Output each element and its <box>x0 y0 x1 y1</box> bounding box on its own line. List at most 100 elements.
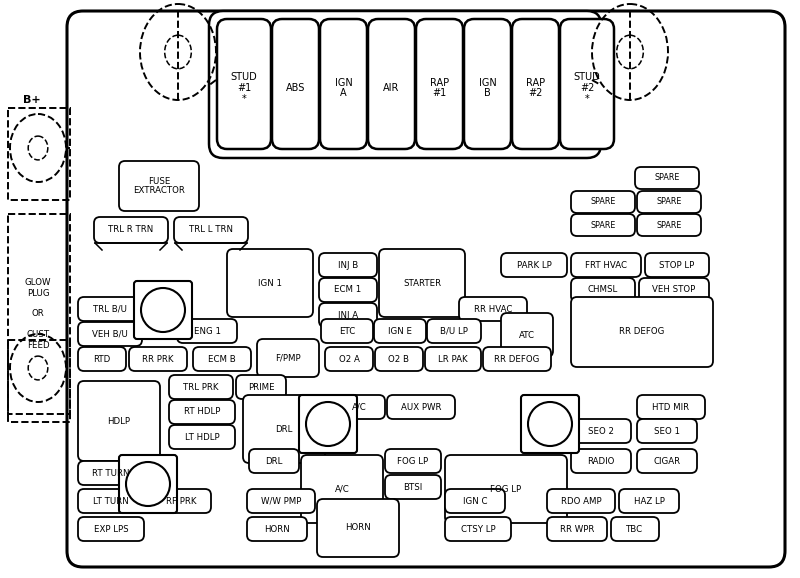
Text: RR WPR: RR WPR <box>560 524 594 533</box>
FancyBboxPatch shape <box>571 297 713 367</box>
Bar <box>8 108 70 200</box>
Text: LT TURN: LT TURN <box>93 497 129 506</box>
Text: SEO 1: SEO 1 <box>654 427 680 435</box>
FancyBboxPatch shape <box>319 303 377 327</box>
FancyBboxPatch shape <box>78 322 142 346</box>
FancyBboxPatch shape <box>151 489 211 513</box>
Text: CIGAR: CIGAR <box>654 457 681 465</box>
FancyBboxPatch shape <box>227 249 313 317</box>
FancyBboxPatch shape <box>257 339 319 377</box>
FancyBboxPatch shape <box>445 455 567 523</box>
Text: RDO AMP: RDO AMP <box>561 497 602 506</box>
FancyBboxPatch shape <box>637 214 701 236</box>
FancyBboxPatch shape <box>645 253 709 277</box>
FancyBboxPatch shape <box>416 19 463 149</box>
FancyBboxPatch shape <box>571 214 635 236</box>
FancyBboxPatch shape <box>320 19 367 149</box>
Text: INJ A: INJ A <box>338 310 358 320</box>
FancyBboxPatch shape <box>571 191 635 213</box>
Text: STUD
#2
*: STUD #2 * <box>574 72 600 104</box>
FancyBboxPatch shape <box>521 395 579 453</box>
Text: LR PAK: LR PAK <box>438 354 468 364</box>
Text: FRT HVAC: FRT HVAC <box>585 261 627 269</box>
FancyBboxPatch shape <box>571 449 631 473</box>
FancyBboxPatch shape <box>427 319 481 343</box>
Text: RR PRK: RR PRK <box>142 354 174 364</box>
Text: W/W PMP: W/W PMP <box>261 497 301 506</box>
FancyBboxPatch shape <box>169 400 235 424</box>
Text: F/PMP: F/PMP <box>275 354 301 362</box>
FancyBboxPatch shape <box>385 449 441 473</box>
FancyBboxPatch shape <box>319 253 377 277</box>
Text: B+: B+ <box>23 95 41 105</box>
FancyBboxPatch shape <box>464 19 511 149</box>
Text: STUD
#1
*: STUD #1 * <box>230 72 258 104</box>
FancyBboxPatch shape <box>635 167 699 189</box>
FancyBboxPatch shape <box>637 419 697 443</box>
FancyBboxPatch shape <box>317 499 399 557</box>
FancyBboxPatch shape <box>445 489 505 513</box>
Text: SPARE: SPARE <box>654 173 680 183</box>
FancyBboxPatch shape <box>193 347 251 371</box>
FancyBboxPatch shape <box>169 425 235 449</box>
FancyBboxPatch shape <box>299 395 357 453</box>
FancyBboxPatch shape <box>134 281 192 339</box>
Bar <box>8 340 70 422</box>
Text: INJ B: INJ B <box>338 261 358 269</box>
FancyBboxPatch shape <box>217 19 271 149</box>
Text: HORN: HORN <box>345 524 371 532</box>
FancyBboxPatch shape <box>272 19 319 149</box>
Text: HORN: HORN <box>264 524 290 533</box>
Text: TRL L TRN: TRL L TRN <box>189 225 233 235</box>
FancyBboxPatch shape <box>445 517 511 541</box>
Text: A/C: A/C <box>352 402 366 412</box>
FancyBboxPatch shape <box>639 278 709 302</box>
Text: O2 A: O2 A <box>338 354 359 364</box>
Text: FOG LP: FOG LP <box>490 484 522 494</box>
Text: SEO 2: SEO 2 <box>588 427 614 435</box>
Text: AIR: AIR <box>383 83 400 93</box>
FancyBboxPatch shape <box>333 395 385 419</box>
FancyBboxPatch shape <box>243 395 325 463</box>
Text: HDLP: HDLP <box>107 417 130 425</box>
Text: ETC: ETC <box>339 327 355 335</box>
Text: EXP LPS: EXP LPS <box>94 524 128 533</box>
FancyBboxPatch shape <box>571 419 631 443</box>
FancyBboxPatch shape <box>78 297 142 321</box>
Text: PARK LP: PARK LP <box>517 261 551 269</box>
FancyBboxPatch shape <box>547 517 607 541</box>
FancyBboxPatch shape <box>177 319 237 343</box>
FancyBboxPatch shape <box>483 347 551 371</box>
FancyBboxPatch shape <box>247 517 307 541</box>
FancyBboxPatch shape <box>321 319 373 343</box>
FancyBboxPatch shape <box>512 19 559 149</box>
FancyBboxPatch shape <box>637 191 701 213</box>
Text: ABS: ABS <box>286 83 305 93</box>
FancyBboxPatch shape <box>78 347 126 371</box>
FancyBboxPatch shape <box>119 161 199 211</box>
FancyBboxPatch shape <box>325 347 373 371</box>
Text: TRL B/U: TRL B/U <box>93 305 127 313</box>
FancyBboxPatch shape <box>174 217 248 243</box>
FancyBboxPatch shape <box>425 347 481 371</box>
Text: STARTER: STARTER <box>403 279 441 287</box>
Text: B/U LP: B/U LP <box>440 327 468 335</box>
FancyBboxPatch shape <box>249 449 299 473</box>
Text: RR DEFOG: RR DEFOG <box>619 328 665 336</box>
Text: TRL PRK: TRL PRK <box>183 383 218 391</box>
Text: A/C: A/C <box>334 484 350 494</box>
FancyBboxPatch shape <box>571 278 635 302</box>
FancyBboxPatch shape <box>78 381 160 461</box>
Text: RR HVAC: RR HVAC <box>474 305 512 313</box>
Text: DRL: DRL <box>266 457 282 465</box>
Text: HTD MIR: HTD MIR <box>653 402 690 412</box>
FancyBboxPatch shape <box>374 319 426 343</box>
Text: SPARE: SPARE <box>590 198 616 206</box>
Text: STOP LP: STOP LP <box>659 261 694 269</box>
FancyBboxPatch shape <box>637 449 697 473</box>
Text: RT TURN: RT TURN <box>92 469 130 477</box>
FancyBboxPatch shape <box>94 217 168 243</box>
FancyBboxPatch shape <box>368 19 415 149</box>
Text: RR DEFOG: RR DEFOG <box>494 354 540 364</box>
Text: HAZ LP: HAZ LP <box>634 497 665 506</box>
